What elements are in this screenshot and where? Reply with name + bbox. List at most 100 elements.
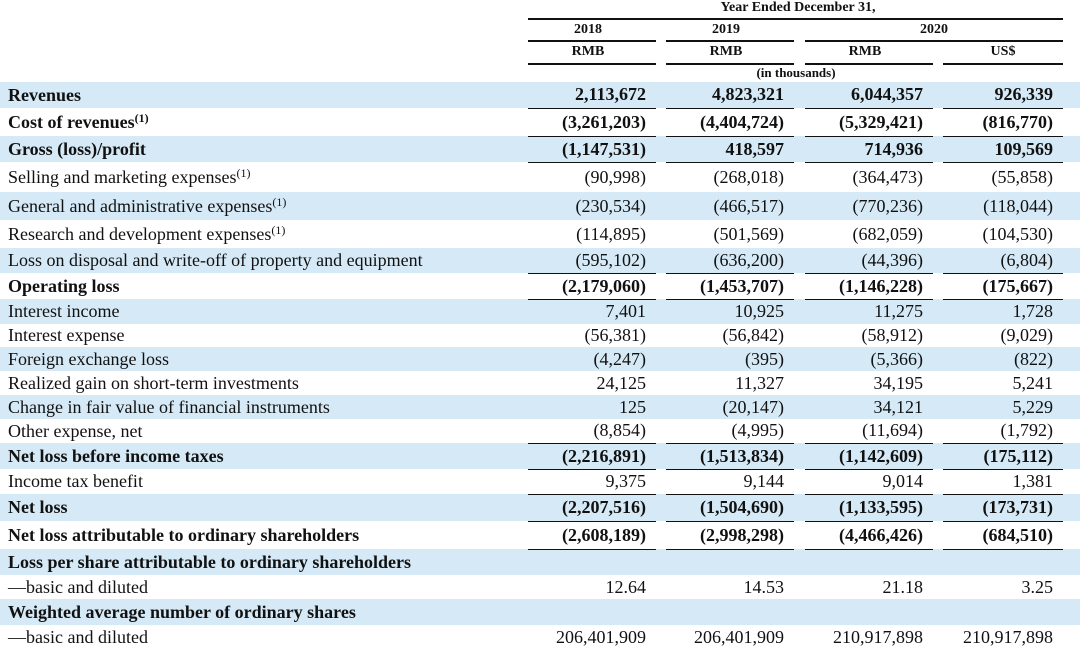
value-cell: (3,261,203): [528, 107, 656, 137]
column-gap: [656, 599, 666, 625]
column-gap: [1063, 599, 1080, 625]
value-cell: 714,936: [805, 135, 933, 163]
value-cell: (173,731): [943, 493, 1063, 522]
value-cell: 1,381: [943, 469, 1063, 495]
column-gap: [656, 248, 666, 273]
value-cell: (466,517): [666, 192, 794, 220]
value-cell: (90,998): [584, 166, 647, 187]
value-cell: [666, 599, 794, 625]
row-operating-loss: Operating loss (2,179,060) (1,453,707) (1,1…: [0, 272, 1080, 300]
value-cell: (230,534): [528, 192, 656, 220]
row-label: Loss per share attributable to ordinary …: [0, 549, 528, 575]
value-cell: (682,059): [852, 223, 924, 244]
value-cell: (4,247): [528, 347, 656, 371]
column-gap: [1063, 419, 1080, 443]
column-gap: [794, 625, 805, 649]
value-cell: (816,770): [943, 107, 1063, 137]
column-gap: [794, 136, 805, 162]
currency-rule-2018: [528, 63, 656, 65]
value-cell: (58,912): [861, 325, 924, 345]
row-label: Revenues: [0, 82, 528, 108]
column-gap: [933, 248, 943, 273]
column-gap: [794, 469, 805, 494]
footnote-marker: (1): [134, 110, 149, 125]
row-net-loss-attributable: Net loss attributable to ordinary shareh…: [0, 520, 1080, 550]
value-cell: 4,823,321: [666, 82, 794, 108]
column-gap: [933, 220, 943, 248]
value-cell: [805, 599, 933, 625]
value-cell: (11,694): [805, 419, 933, 444]
row-label: Foreign exchange loss: [0, 347, 528, 371]
value-cell: 6,044,357: [805, 82, 933, 108]
value-cell: (8,854): [528, 419, 656, 444]
column-gap: [1063, 299, 1080, 324]
value-cell: 125: [528, 395, 656, 419]
column-gap: [656, 324, 666, 347]
year-2019: 2019: [712, 22, 740, 37]
value-cell: 11,275: [805, 299, 933, 324]
value-cell: (1,792): [943, 419, 1063, 444]
value-cell: 11,327: [735, 372, 784, 393]
value-cell: (55,858): [991, 166, 1054, 187]
column-gap: [1063, 162, 1080, 192]
value-cell: 206,401,909: [694, 626, 784, 647]
value-cell: [805, 549, 933, 575]
value-cell: (44,396): [805, 248, 933, 274]
column-gap: [656, 108, 666, 136]
column-gap: [794, 494, 805, 521]
currency-rule-2019: [666, 63, 794, 65]
column-gap: [933, 82, 943, 108]
column-gap: [1063, 192, 1080, 220]
row-general-admin: General and administrative expenses(1) (2…: [0, 192, 1080, 220]
row-weighted-shares-basic: —basic and diluted 206,401,909 206,401,909…: [0, 625, 1080, 649]
column-gap: [656, 273, 666, 299]
column-gap: [656, 162, 666, 192]
value-cell: (1,513,834): [666, 442, 794, 470]
value-cell: 9,144: [666, 469, 794, 495]
row-label: Operating loss: [8, 275, 120, 296]
currency-2020-rmb: RMB: [848, 44, 882, 59]
income-statement-table: Revenues 2,113,672 4,823,321 6,044,357 926,3…: [0, 82, 1080, 649]
column-gap: [1063, 549, 1080, 575]
column-gap: [1063, 347, 1080, 371]
value-cell: (5,329,421): [805, 107, 933, 137]
column-gap: [656, 521, 666, 549]
period-title: Year Ended December 31,: [720, 0, 876, 15]
value-cell: 109,569: [943, 135, 1063, 163]
column-gap: [1063, 371, 1080, 395]
column-gap: [933, 625, 943, 649]
column-gap: [656, 347, 666, 371]
column-gap: [933, 494, 943, 521]
value-cell: (1,133,595): [805, 493, 933, 522]
row-revenues: Revenues 2,113,672 4,823,321 6,044,357 926,3…: [0, 82, 1080, 108]
value-cell: 34,195: [873, 372, 924, 393]
value-cell: [666, 549, 794, 575]
column-gap: [656, 494, 666, 521]
value-cell: 926,339: [943, 82, 1063, 108]
value-cell: (1,504,690): [666, 493, 794, 522]
row-label: Net loss before income taxes: [0, 443, 528, 469]
row-interest-expense: Interest expense (56,381) (56,842) (58,912)…: [0, 324, 1080, 347]
currency-2020-usd: US$: [990, 44, 1016, 59]
value-cell: (175,667): [943, 272, 1063, 300]
year-rule-2020: [805, 40, 1063, 42]
row-label: —basic and diluted: [8, 626, 148, 647]
column-gap: [794, 575, 805, 599]
column-gap: [1063, 469, 1080, 494]
row-realized-gain: Realized gain on short-term investments 2…: [0, 371, 1080, 395]
row-cost-of-revenues: Cost of revenues(1) (3,261,203) (4,404,724…: [0, 107, 1080, 137]
value-cell: (4,404,724): [666, 107, 794, 137]
value-cell: (684,510): [943, 520, 1063, 550]
year-rule-2019: [666, 40, 794, 42]
column-gap: [1063, 443, 1080, 469]
value-cell: 1,728: [943, 299, 1063, 324]
column-gap: [656, 575, 666, 599]
column-gap: [933, 136, 943, 162]
year-2020: 2020: [920, 22, 948, 37]
column-gap: [933, 521, 943, 549]
row-label: —basic and diluted: [8, 576, 148, 597]
column-gap: [794, 443, 805, 469]
value-cell: 418,597: [666, 135, 794, 163]
value-cell: (4,995): [666, 419, 794, 444]
row-research-development: Research and development expenses(1) (114…: [0, 220, 1080, 248]
